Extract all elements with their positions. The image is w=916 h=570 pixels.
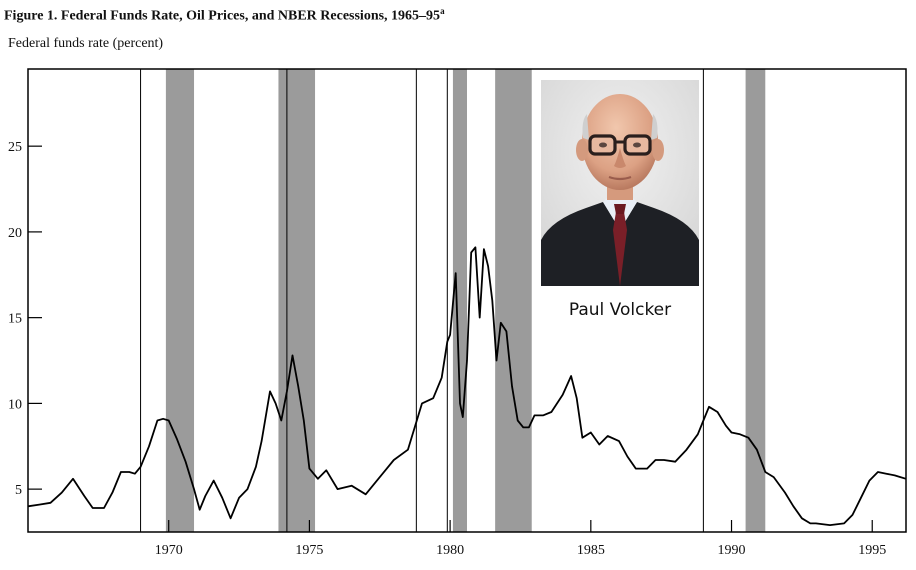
x-tick-label-1995: 1995: [858, 543, 886, 558]
y-tick-label-15: 15: [8, 312, 22, 327]
x-tick-label-1970: 1970: [155, 543, 183, 558]
x-tick-label-1975: 1975: [295, 543, 323, 558]
recession-band-5: [745, 69, 766, 532]
y-tick-label-20: 20: [8, 226, 22, 241]
photo-caption: Paul Volcker: [568, 300, 672, 320]
figure-title-note: a: [440, 6, 445, 16]
recession-band-1: [165, 69, 195, 532]
portrait-illustration: [541, 80, 699, 286]
x-axis-ticks: 1970 1975 1980 1985 1990 1995: [155, 520, 886, 558]
y-tick-label-10: 10: [8, 397, 22, 412]
series-line-federal-funds-rate: [27, 246, 907, 526]
x-tick-label-1980: 1980: [436, 543, 464, 558]
plot-frame: [27, 68, 907, 533]
figure-title-text: Figure 1. Federal Funds Rate, Oil Prices…: [4, 8, 441, 24]
y-axis-ticks: 5 10 15 20 25: [8, 140, 42, 498]
recession-band-2: [278, 69, 316, 532]
portrait-photo: [541, 80, 699, 286]
y-tick-label-5: 5: [15, 483, 22, 498]
y-axis-label: Federal funds rate (percent): [8, 36, 164, 51]
figure-title: Figure 1. Federal Funds Rate, Oil Prices…: [4, 6, 445, 25]
recession-band-4: [495, 69, 532, 532]
x-tick-label-1985: 1985: [577, 543, 605, 558]
y-tick-label-25: 25: [8, 140, 22, 155]
recession-band-3: [452, 69, 467, 532]
oil-shock-lines: [140, 69, 704, 532]
x-tick-label-1990: 1990: [718, 543, 746, 558]
